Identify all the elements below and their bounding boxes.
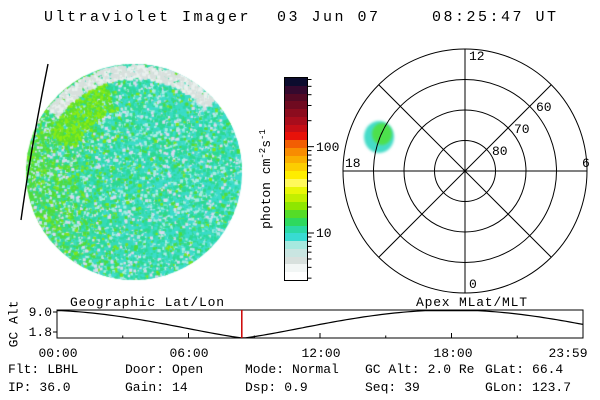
status-field-glon: GLon: 123.7 [485,380,572,395]
altitude-curve [56,310,584,339]
colorbar-label-text: photon cm [259,158,275,229]
colorbar-band [285,217,307,226]
status-field-flt: Flt: LBHL [8,362,79,377]
colorbar-band [285,264,307,273]
colorbar-label-sup1: -2 [257,147,268,159]
status-field-glat: GLat: 66.4 [485,362,564,377]
status-field-ip: IP: 36.0 [8,380,71,395]
orbit-ylabel: GC Alt [6,300,22,348]
colorbar-label-text2: s [259,139,275,148]
colorbar-label-sup2: -1 [257,129,268,140]
colorbar-ticks [308,78,314,279]
colorbar-band [285,256,307,265]
colorbar-band [285,109,307,117]
orbit-altitude-plot [53,309,584,339]
colorbar-band [285,93,307,102]
ytick-9: 9.0 [28,305,52,320]
colorbar-band [285,163,307,172]
xtick-1800: 18:00 [433,346,473,361]
mlt-label-18: 18 [345,156,361,171]
xtick-2359: 23:59 [548,346,588,361]
colorbar-band [285,233,307,242]
ytick-1-8: 1.8 [28,325,52,340]
status-field-seq: Seq: 39 [365,380,420,395]
status-field-dsp: Dsp: 0.9 [245,380,308,395]
uv-disk-image [24,62,244,282]
colorbar-band [285,178,307,187]
colorbar-band [285,248,307,257]
colorbar-band [285,132,307,141]
lat-label-60: 60 [536,100,552,115]
status-field-mode: Mode: Normal [245,362,339,377]
mlt-label-0: 0 [469,277,477,292]
colorbar-band [285,147,307,156]
colorbar-band [285,225,307,234]
colorbar-band [285,155,307,164]
colorbar-label: photon cm-2s-1 [258,129,274,229]
mlt-label-12: 12 [469,49,485,64]
colorbar-band [285,241,307,249]
colorbar [284,77,308,281]
apex-mlat-mlt-label: Apex MLat/MLT [416,295,528,310]
xtick-0600: 06:00 [169,346,209,361]
page-title: Ultraviolet Imager [44,9,252,26]
xtick-1200: 12:00 [301,346,341,361]
xtick-0000: 00:00 [38,346,78,361]
colorbar-band [285,171,307,179]
colorbar-band [285,194,307,203]
status-field-door: Door: Open [125,362,204,377]
lat-label-80: 80 [492,144,508,159]
colorbar-band [285,116,307,125]
colorbar-band [285,85,307,94]
status-field-gain: Gain: 14 [125,380,188,395]
colorbar-band [285,186,307,195]
colorbar-tick-10: 10 [316,226,332,241]
lat-label-70: 70 [514,122,530,137]
geographic-latlon-label: Geographic Lat/Lon [70,295,225,310]
mlt-label-6: 6 [582,156,590,171]
colorbar-band [285,272,307,280]
colorbar-band [285,140,307,148]
colorbar-tick-100: 100 [316,140,340,155]
polar-grid [342,48,588,294]
header-date: 03 Jun 07 [277,9,381,26]
colorbar-band [285,78,307,86]
header-time: 08:25:47 UT [432,9,559,26]
status-field-gcalt: GC Alt: 2.0 Re [365,362,475,377]
colorbar-band [285,210,307,218]
terminator-line [20,63,49,221]
polar-dial: 12 18 6 0 80 70 60 [342,48,590,294]
colorbar-band [285,202,307,211]
colorbar-band [285,101,307,110]
colorbar-band [285,124,307,133]
